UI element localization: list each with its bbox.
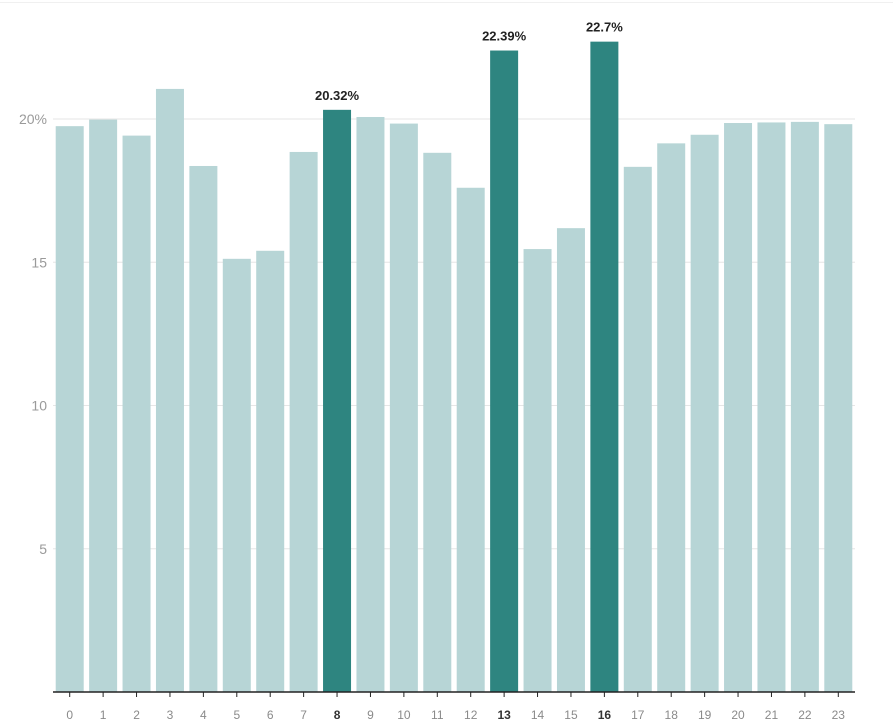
bar (657, 143, 686, 693)
bar (623, 166, 652, 692)
bar (824, 124, 853, 693)
y-tick-label: 5 (39, 541, 47, 557)
x-tick-label: 2 (133, 708, 140, 722)
bar (556, 228, 585, 692)
bar (757, 122, 786, 693)
x-tick-label: 9 (367, 708, 374, 722)
bar (122, 135, 151, 692)
bar-layer (55, 41, 853, 693)
bar (690, 134, 719, 692)
bar (222, 258, 251, 692)
bar-highlighted (323, 109, 352, 692)
y-tick-label: 10 (31, 398, 47, 414)
x-tick-label: 17 (631, 708, 645, 722)
bar (423, 152, 452, 692)
x-tick-label: 20 (731, 708, 745, 722)
x-tick-label: 7 (300, 708, 307, 722)
y-tick-label: 20% (19, 111, 47, 127)
bar-highlighted (490, 50, 519, 693)
data-label: 20.32% (315, 88, 360, 103)
x-tick-label: 6 (267, 708, 274, 722)
bar (89, 119, 118, 692)
data-label: 22.7% (586, 20, 623, 35)
x-tick-label: 16 (598, 708, 612, 722)
x-tick-label: 23 (832, 708, 846, 722)
x-tick-label: 21 (765, 708, 779, 722)
x-tick-label: 22 (798, 708, 812, 722)
bar-highlighted (590, 41, 619, 692)
x-tick-label: 1 (100, 708, 107, 722)
bar (55, 126, 84, 693)
x-tick-label: 10 (397, 708, 411, 722)
bar (456, 187, 485, 692)
x-tick-label: 3 (167, 708, 174, 722)
grid-layer: 5 10 15 20% (0, 2, 893, 557)
x-tick-label: 5 (233, 708, 240, 722)
data-label-layer: 20.32% 22.39% 22.7% (315, 20, 623, 103)
x-tick-label: 11 (431, 708, 444, 722)
bar (256, 250, 285, 693)
bar (523, 249, 552, 693)
bar (724, 123, 753, 693)
x-tick-label: 0 (66, 708, 73, 722)
x-tick-label: 15 (564, 708, 578, 722)
y-tick-label: 15 (31, 254, 47, 270)
bar (289, 151, 318, 692)
bar (790, 121, 819, 693)
x-tick-label: 12 (464, 708, 478, 722)
x-tick-label: 4 (200, 708, 207, 722)
bar (189, 165, 218, 693)
x-tick-label: 18 (665, 708, 679, 722)
data-label: 22.39% (482, 29, 527, 44)
x-tick-label: 19 (698, 708, 712, 722)
bar (155, 88, 184, 693)
axis-layer: 0 1 2 3 4 5 6 7 8 9 10 11 12 13 14 15 16 17 18 19 20 21 22 23 (53, 691, 855, 722)
x-tick-label: 8 (334, 708, 341, 722)
bar (389, 123, 418, 693)
bar (356, 116, 385, 692)
x-tick-label: 14 (531, 708, 545, 722)
x-tick-label: 13 (497, 708, 511, 722)
